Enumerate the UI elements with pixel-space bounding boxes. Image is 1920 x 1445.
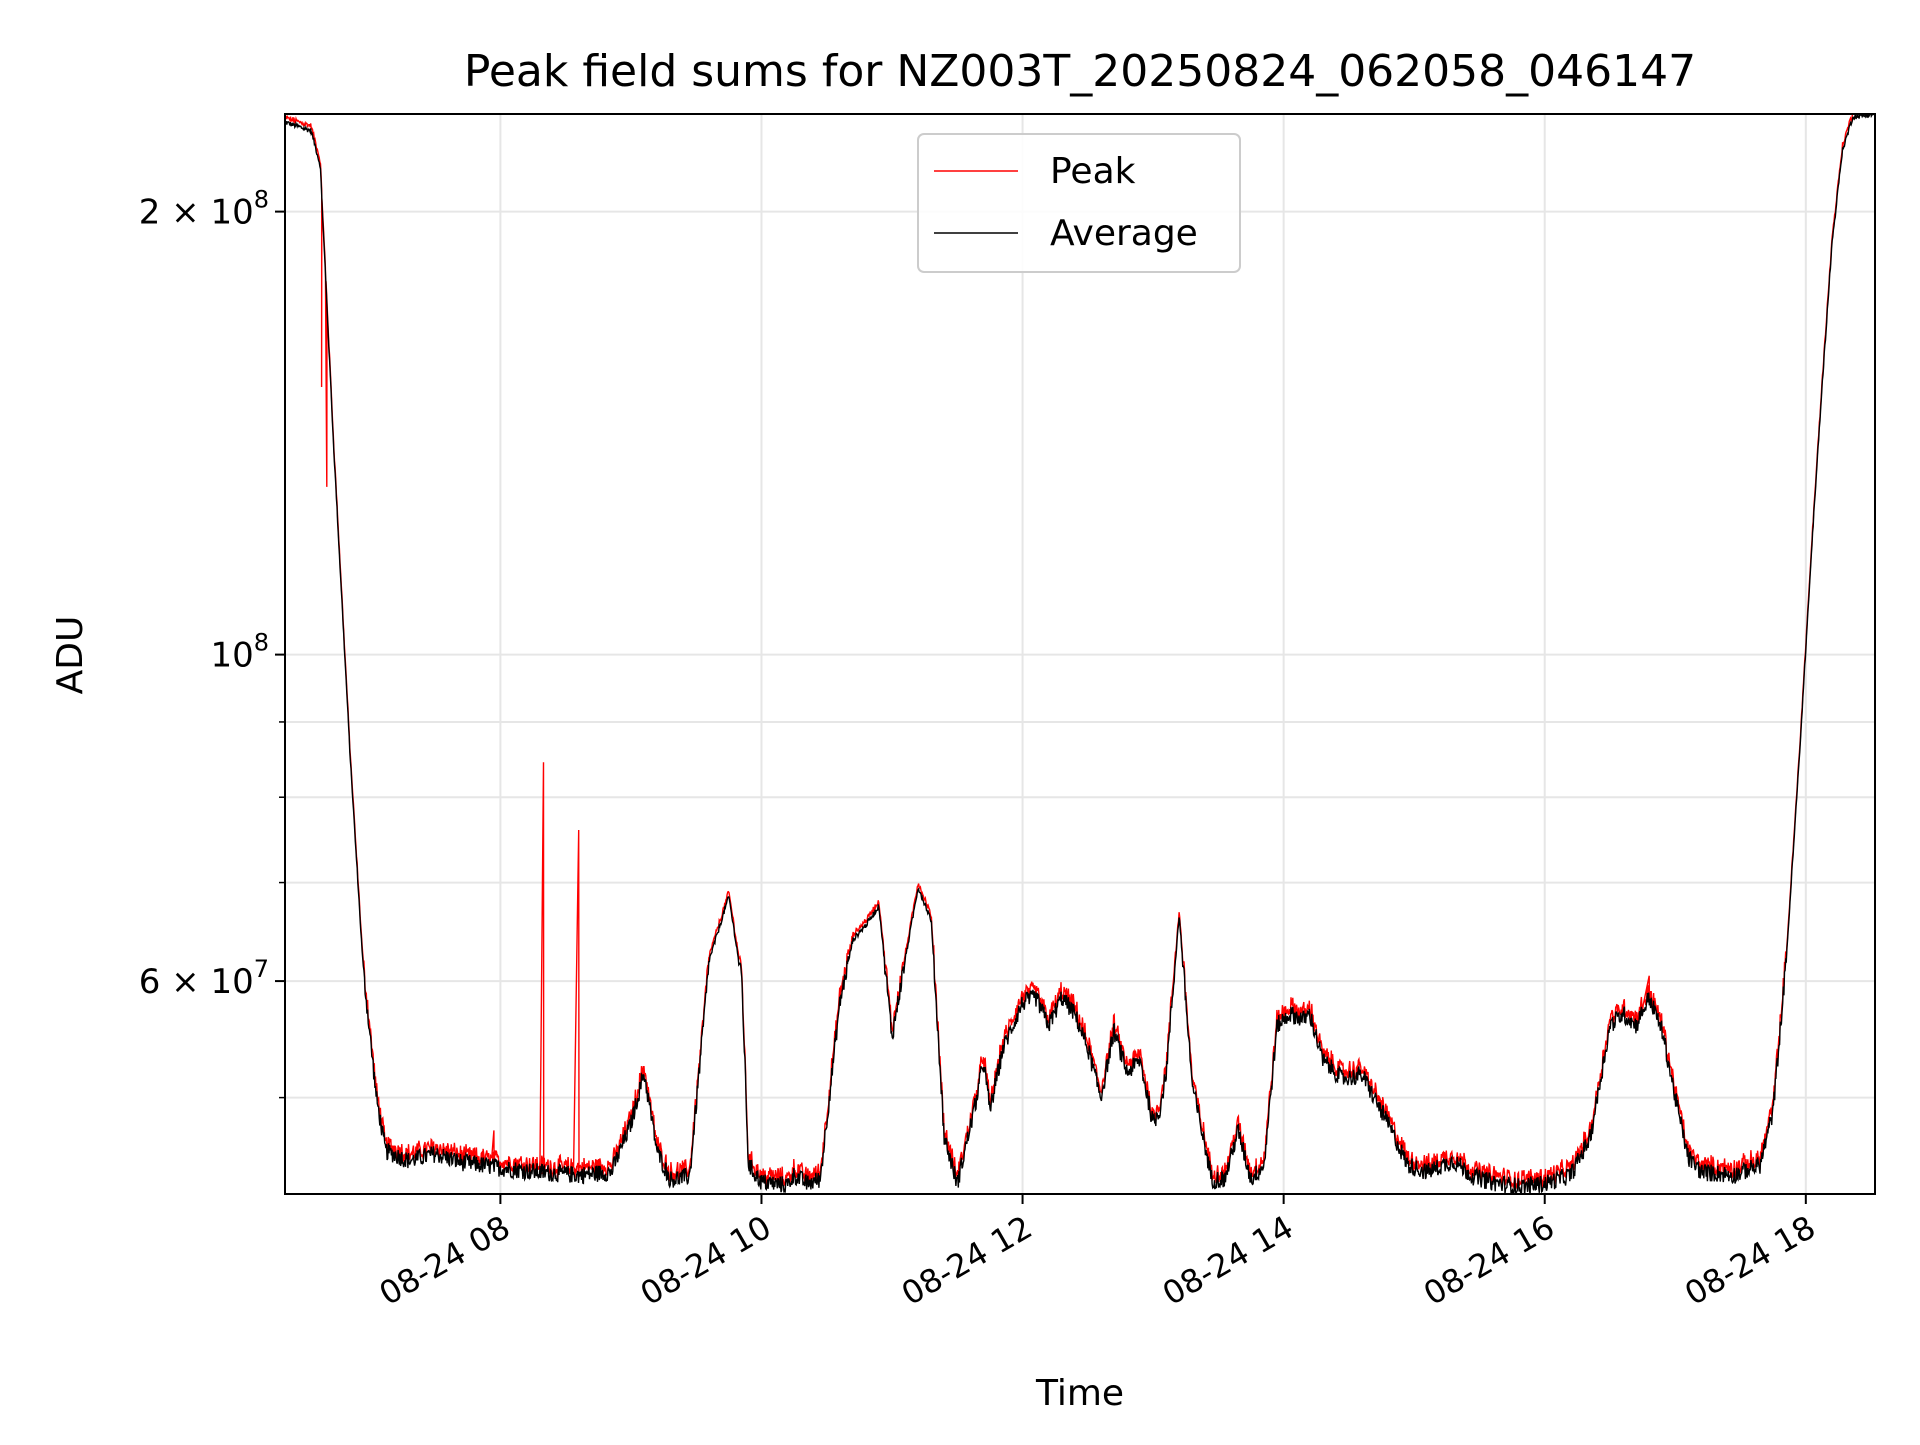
y-axis-label: ADU [50,616,91,695]
y-tick-label: 2 × 108 [139,186,269,233]
series-group [285,114,1875,1194]
legend-average-label: Average [1050,213,1198,254]
y-tick-label: 6 × 107 [139,955,269,1002]
legend: Peak Average [917,133,1241,273]
legend-peak-label: Peak [1050,151,1136,192]
legend-box [917,133,1241,273]
series-line-average [285,114,1875,1194]
chart-title: Peak field sums for NZ003T_20250824_0620… [464,46,1696,97]
x-axis-label: Time [1035,1373,1124,1414]
